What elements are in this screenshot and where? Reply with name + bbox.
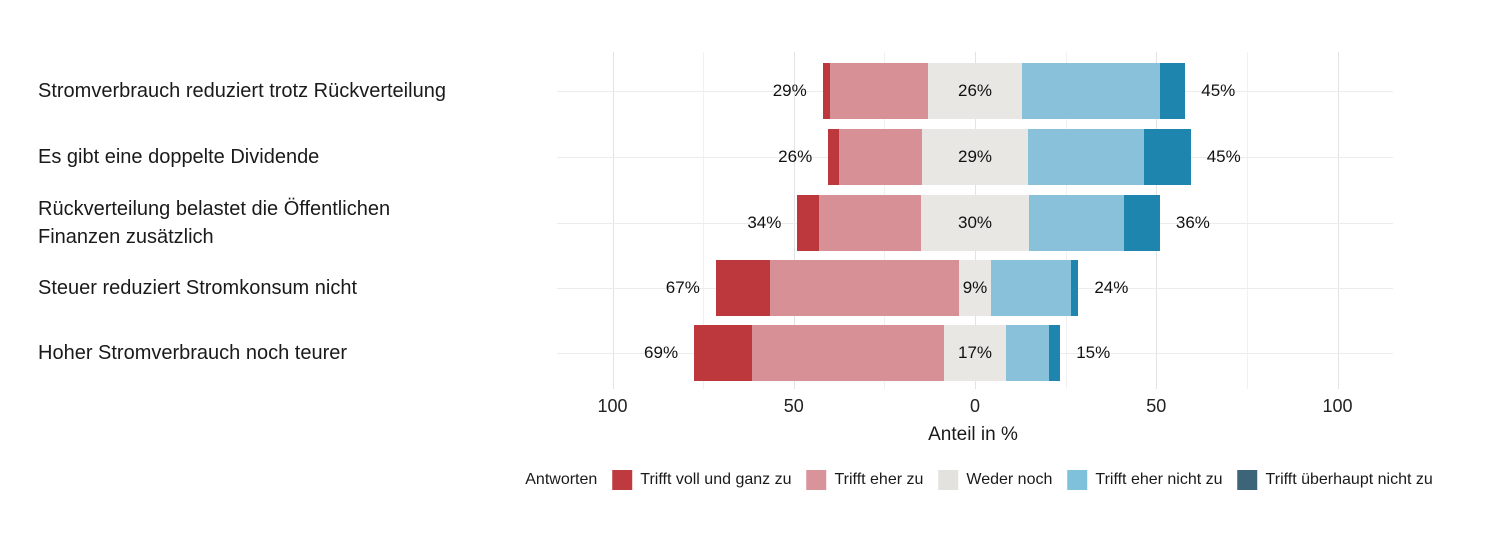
bar-segment <box>944 325 1006 381</box>
bar-label-right: 24% <box>1094 278 1129 297</box>
category-label-line: Es gibt eine doppelte Dividende <box>38 146 320 168</box>
bar-segment <box>797 195 820 251</box>
bar-segment <box>1027 129 1144 185</box>
category-label-line: Stromverbrauch reduziert trotz Rückverte… <box>38 80 446 102</box>
category-label-line: Rückverteilung belastet die Öffentlichen <box>38 198 391 220</box>
bar-segment <box>1005 325 1050 381</box>
bar-segment <box>752 325 945 381</box>
bar-label-middle: 9% <box>962 278 988 297</box>
bar-segment <box>1159 63 1186 119</box>
category-label: Rückverteilung belastet die Öffentlichen… <box>38 195 490 251</box>
bar-label-left: 29% <box>772 81 807 100</box>
bar-label-left: 67% <box>665 278 700 297</box>
legend-swatch <box>1237 470 1258 490</box>
x-tick-label: 50 <box>1146 396 1167 416</box>
bar-label-middle: 26% <box>957 81 993 100</box>
x-tick-label: 0 <box>969 396 980 416</box>
bar-segment <box>1022 63 1160 119</box>
legend-swatch <box>938 470 959 490</box>
bar-label-left: 26% <box>778 147 813 166</box>
legend-title: Antworten <box>525 471 598 488</box>
bar-label-middle: 30% <box>957 213 993 232</box>
gridline-minor <box>703 52 705 389</box>
legend-swatch <box>612 470 633 490</box>
gridline-minor <box>1246 52 1248 389</box>
bar-label-left: 69% <box>644 343 679 362</box>
bar-segment <box>958 260 992 316</box>
legend-item: Weder noch <box>938 470 1052 490</box>
gridline-major <box>612 52 614 389</box>
legend-item-label: Trifft eher zu <box>834 471 924 488</box>
legend-item-label: Weder noch <box>966 471 1053 488</box>
bar-segment <box>927 63 1023 119</box>
bar-label-middle: 29% <box>957 147 993 166</box>
x-tick-label: 100 <box>597 396 628 416</box>
legend-item: Trifft eher nicht zu <box>1067 470 1223 490</box>
bar-segment <box>828 129 840 185</box>
category-label-line: Hoher Stromverbrauch noch teurer <box>38 342 348 364</box>
category-label-line: Finanzen zusätzlich <box>38 226 214 248</box>
bar-segment <box>1123 195 1160 251</box>
bar-label-right: 15% <box>1076 343 1111 362</box>
bar-segment <box>1143 129 1191 185</box>
bar-segment <box>1071 260 1079 316</box>
bar-segment <box>920 195 1030 251</box>
x-tick-label: 50 <box>783 396 804 416</box>
bar-segment <box>991 260 1072 316</box>
x-tick-label: 100 <box>1322 396 1353 416</box>
category-label: Hoher Stromverbrauch noch teurer <box>38 339 490 367</box>
bar-segment <box>922 129 1028 185</box>
category-label-line: Steuer reduziert Stromkonsum nicht <box>38 277 358 299</box>
bar-label-left: 34% <box>747 213 782 232</box>
legend: Antworten Trifft voll und ganz zu Trifft … <box>525 470 1433 490</box>
gridline-major <box>1337 52 1339 389</box>
legend-item-label: Trifft eher nicht zu <box>1095 471 1223 488</box>
bar-label-right: 36% <box>1175 213 1210 232</box>
bar-label-middle: 17% <box>957 343 993 362</box>
legend-swatch <box>806 470 827 490</box>
gridline-major <box>793 52 795 389</box>
x-axis-title: Anteil in % <box>928 424 1018 445</box>
bar-segment <box>694 325 753 381</box>
legend-item-label: Trifft überhaupt nicht zu <box>1265 471 1433 488</box>
bar-segment <box>715 260 771 316</box>
category-label: Es gibt eine doppelte Dividende <box>38 143 490 171</box>
bar-label-right: 45% <box>1206 147 1241 166</box>
category-label: Stromverbrauch reduziert trotz Rückverte… <box>38 77 490 105</box>
legend-item: Trifft eher zu <box>806 470 923 490</box>
bar-segment <box>1049 325 1061 381</box>
bar-segment <box>819 195 921 251</box>
bar-segment <box>1029 195 1124 251</box>
bar-segment <box>839 129 923 185</box>
category-label: Steuer reduziert Stromkonsum nicht <box>38 274 490 302</box>
bar-label-right: 45% <box>1201 81 1236 100</box>
legend-item: Trifft überhaupt nicht zu <box>1237 470 1433 490</box>
legend-item: Trifft voll und ganz zu <box>612 470 791 490</box>
bar-segment <box>822 63 830 119</box>
bar-segment <box>770 260 959 316</box>
legend-item-label: Trifft voll und ganz zu <box>640 471 792 488</box>
bar-segment <box>830 63 928 119</box>
legend-swatch <box>1067 470 1088 490</box>
